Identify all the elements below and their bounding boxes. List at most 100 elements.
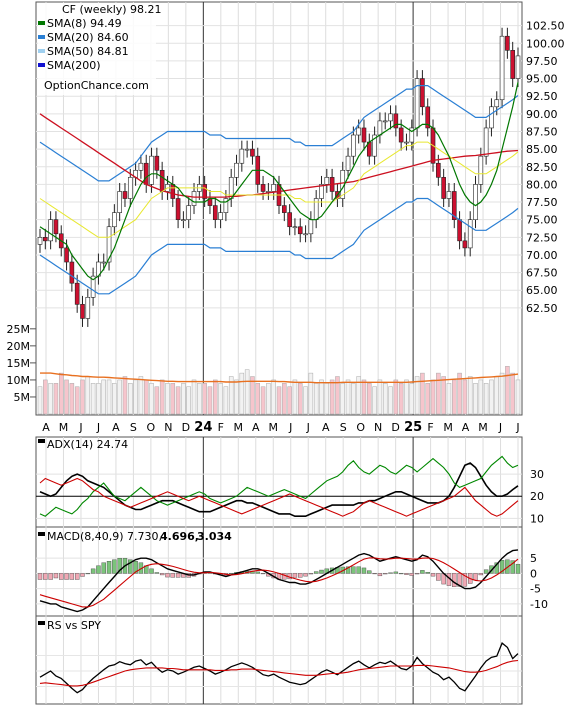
volume-bar: [175, 386, 181, 415]
volume-bar: [186, 386, 191, 415]
volume-bar: [292, 379, 298, 415]
lower-band-line: [39, 197, 519, 295]
candle-body: [138, 162, 144, 171]
volume-bar: [446, 383, 452, 415]
y-tick-label: 80.00: [526, 178, 558, 191]
adx-tick-label: 10: [530, 512, 544, 525]
x-tick-label: S: [130, 421, 137, 434]
legend-sma200: SMA(200): [47, 59, 101, 72]
macd-histogram-bar: [436, 573, 441, 581]
macd-histogram-bar: [255, 571, 260, 574]
macd-histogram-bar: [372, 573, 377, 575]
candle-body: [436, 162, 441, 178]
candle-body: [64, 247, 69, 263]
candle-body: [223, 198, 229, 213]
x-tick-label: A: [112, 421, 120, 434]
volume-bar: [462, 379, 468, 415]
candle-body: [117, 191, 122, 213]
candle-body: [234, 162, 239, 178]
candle-body: [69, 261, 75, 284]
volume-tick-label: 5M: [14, 391, 31, 404]
x-tick-label: D: [391, 421, 399, 434]
volume-bar: [351, 383, 356, 415]
volume-bar: [510, 372, 515, 415]
candle-body: [441, 177, 446, 199]
candle-body: [48, 219, 53, 242]
y-tick-label: 97.50: [526, 55, 558, 68]
legend-sma50: SMA(50) 84.81: [47, 45, 129, 58]
macd-histogram-bar: [96, 565, 101, 574]
volume-bar: [260, 386, 266, 415]
sma50-line: [39, 113, 519, 198]
volume-bar: [393, 379, 399, 415]
candle-body: [186, 205, 192, 220]
candle-body: [260, 184, 266, 192]
legend-sma20: SMA(20) 84.60: [47, 31, 129, 44]
macd-histogram-bar: [292, 573, 298, 578]
y-tick-label: 72.50: [526, 231, 558, 244]
candle-body: [462, 240, 468, 249]
macd-histogram-bar: [414, 573, 420, 575]
legend-swatch-sma8: [38, 21, 45, 25]
macd-histogram-bar: [80, 573, 85, 577]
macd-histogram-bar: [165, 573, 170, 578]
macd-histogram-bar: [133, 561, 138, 574]
candle-body: [250, 148, 255, 157]
candle-body: [106, 226, 112, 263]
macd-tick-label: 5: [530, 552, 537, 565]
volume-bar: [234, 379, 239, 415]
candle-body: [393, 113, 399, 129]
macd-histogram-bar: [398, 573, 404, 575]
volume-bar: [154, 386, 160, 415]
macd-histogram-bar: [37, 573, 43, 580]
candle-body: [377, 120, 383, 136]
macd-histogram-bar: [345, 566, 351, 574]
y-tick-label: 85.00: [526, 143, 558, 156]
legend-sma8: SMA(8) 94.49: [47, 17, 122, 30]
x-tick-label: M: [234, 421, 244, 434]
x-tick-label: J: [306, 421, 310, 434]
grid-lines: [30, 2, 522, 704]
candle-body: [112, 212, 117, 228]
macd-histogram-bar: [409, 573, 414, 576]
macd-histogram-bar: [425, 571, 430, 574]
x-tick-label: 25: [404, 420, 422, 435]
volume-bar: [149, 383, 154, 415]
volume-bar: [335, 376, 340, 415]
y-tick-label: 62.50: [526, 302, 558, 315]
macd-histogram-bar: [69, 573, 75, 580]
macd-tick-label: 0: [530, 567, 537, 580]
volume-bar: [159, 379, 165, 415]
candle-body: [287, 212, 292, 228]
macd-histogram-bar: [483, 569, 489, 574]
volume-bar: [181, 383, 186, 415]
macd-histogram-bar: [499, 560, 505, 574]
volume-bar: [48, 383, 53, 415]
macd-histogram-bar: [420, 570, 425, 574]
candle-body: [271, 184, 276, 192]
volume-bar: [404, 379, 409, 415]
candle-body: [282, 205, 287, 213]
volume-bar: [372, 386, 377, 415]
candle-body: [181, 219, 186, 221]
volume-bar: [436, 372, 441, 415]
candle-body: [303, 233, 308, 236]
volume-bar: [266, 383, 271, 415]
volume-bar: [138, 376, 144, 415]
candle-body: [356, 127, 361, 136]
volume-bar: [64, 379, 69, 415]
volume-tick-label: 10M: [7, 374, 31, 387]
rs-panel: [35, 615, 523, 705]
candle-body: [446, 191, 452, 199]
candle-body: [127, 177, 133, 199]
y-tick-labels: 102.50 100.00 97.50 95.00 92.50 90.00 87.50 85.…: [7, 20, 565, 611]
volume-tick-label: 20M: [7, 340, 31, 353]
candle-body: [297, 226, 303, 235]
macd-histogram-bar: [85, 573, 91, 575]
macd-histogram-bar: [457, 573, 462, 587]
macd-histogram-bar: [351, 566, 356, 574]
volume-bar: [191, 379, 197, 415]
candle-body: [361, 127, 367, 143]
macd-histogram-bar: [298, 573, 303, 578]
